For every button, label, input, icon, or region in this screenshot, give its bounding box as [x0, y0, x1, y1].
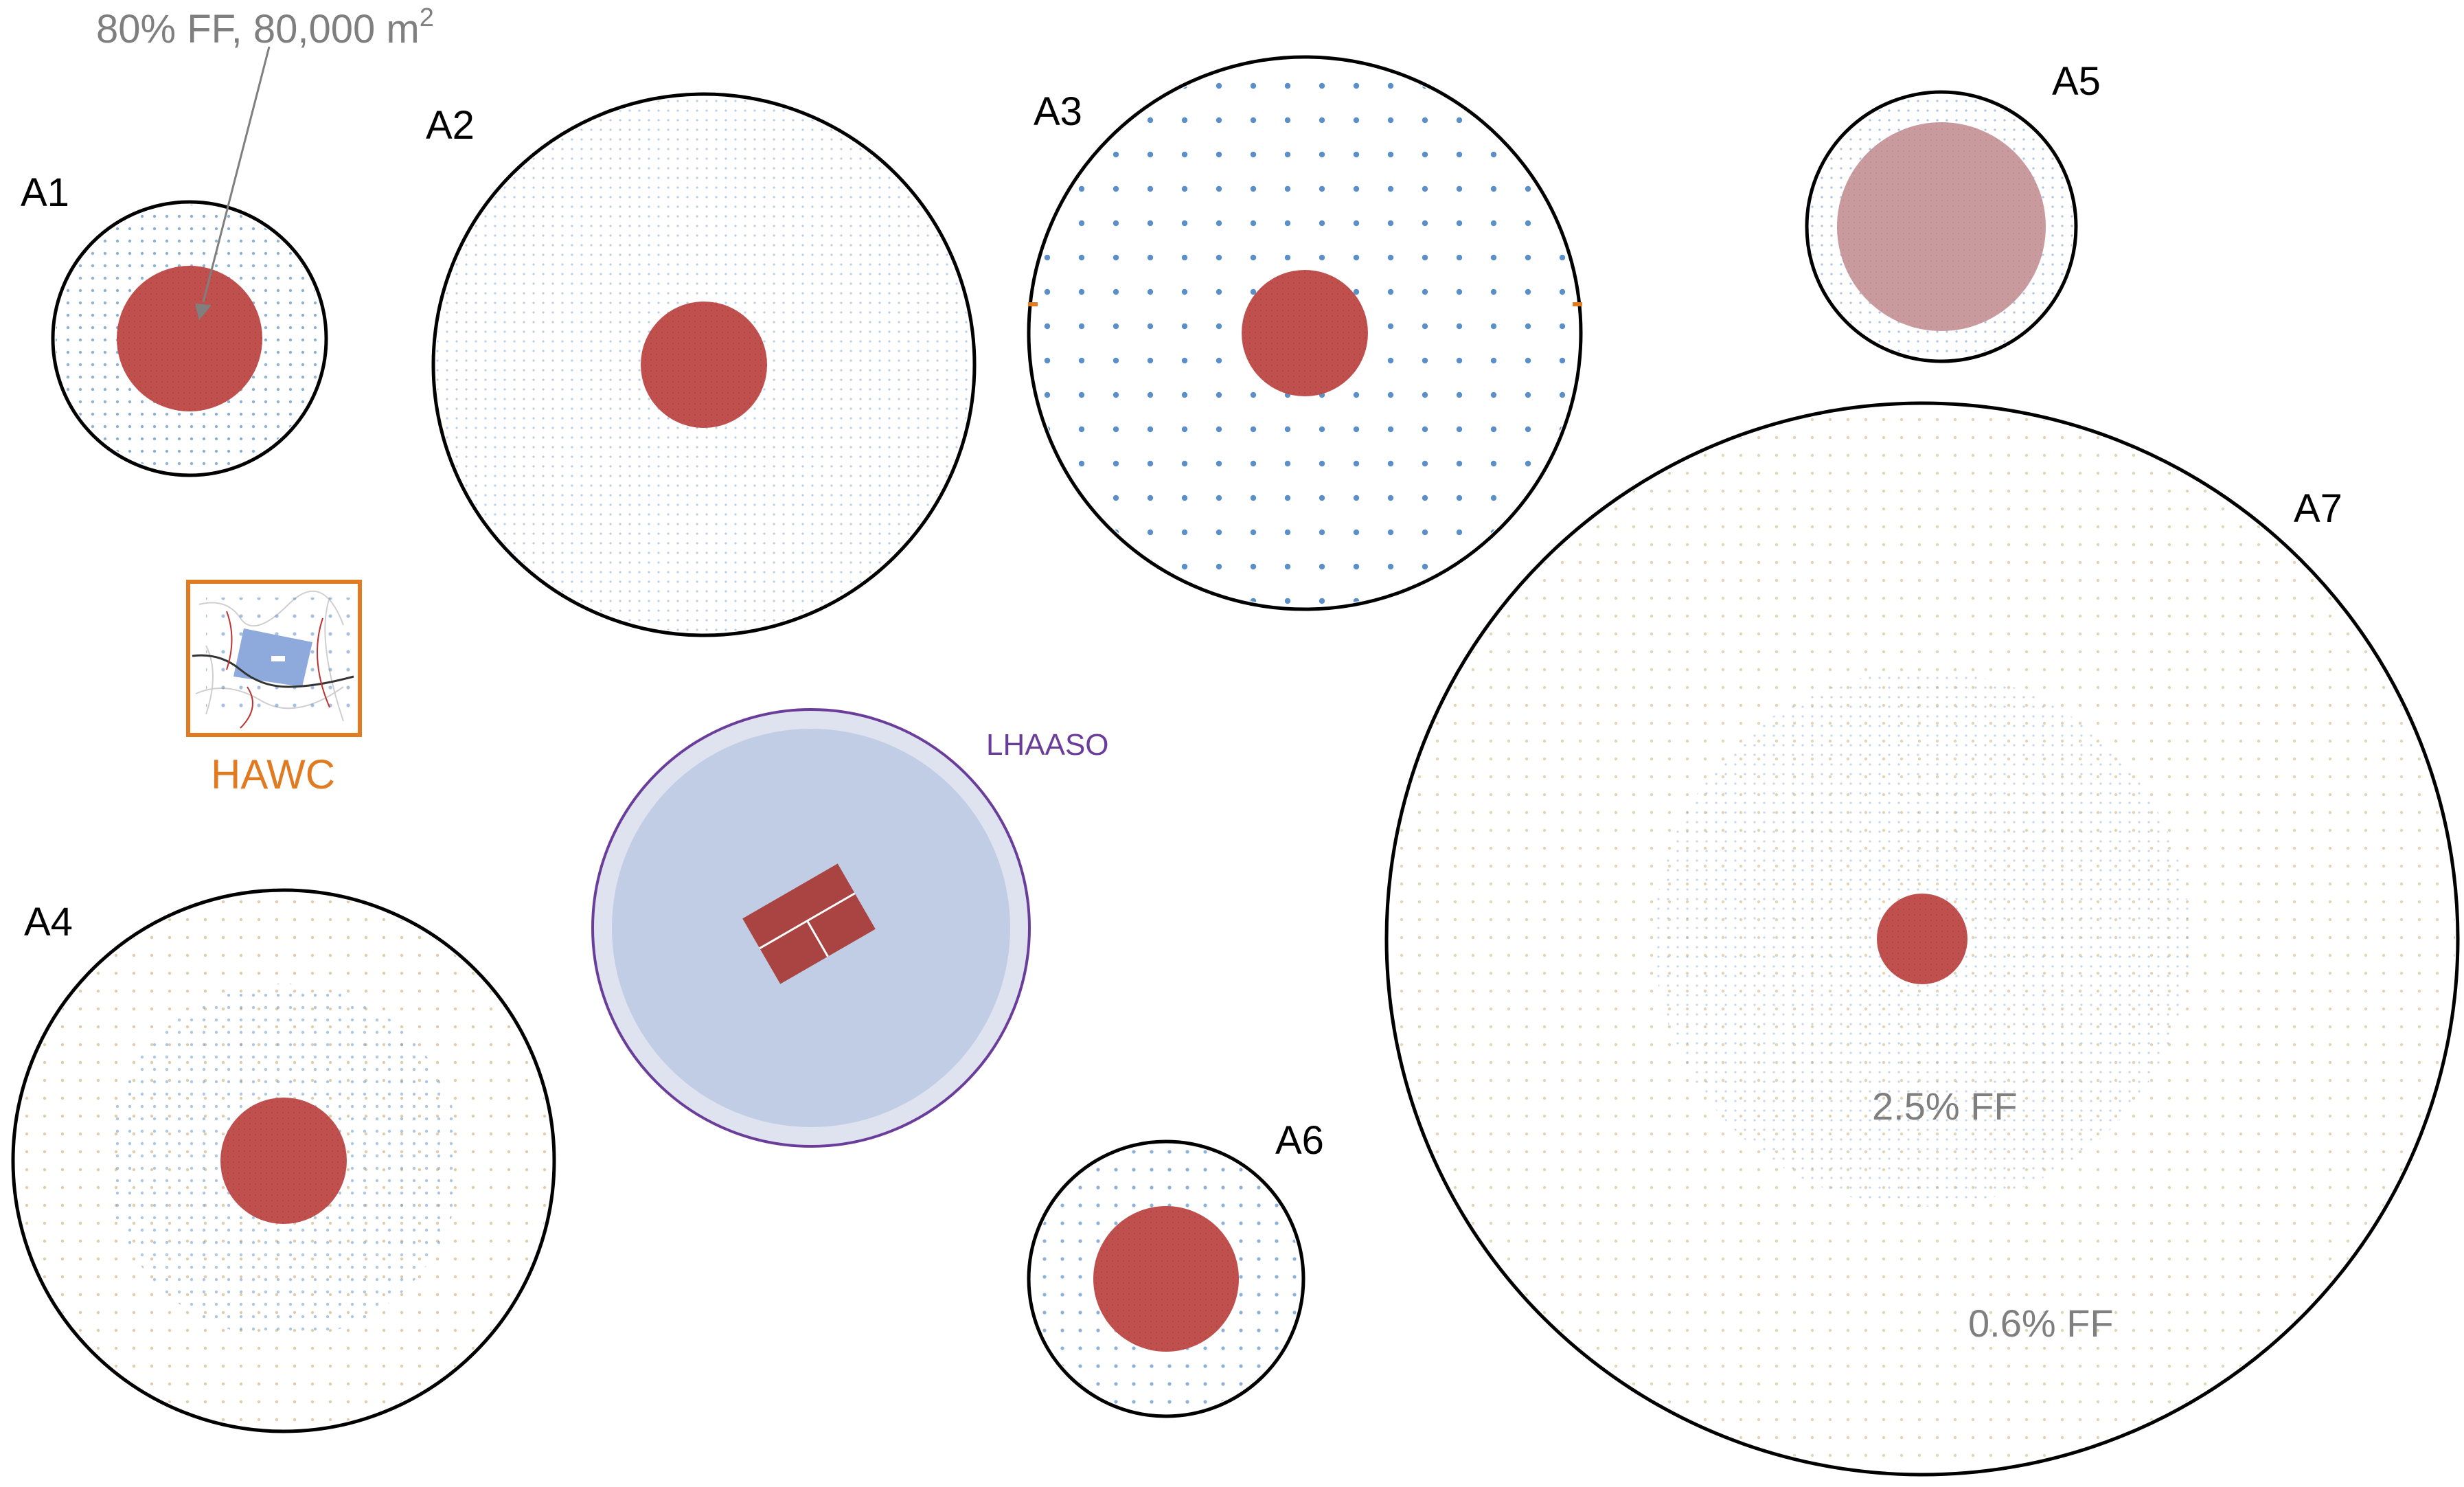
a3-marker-left [1028, 302, 1038, 306]
hawc-map [192, 590, 354, 729]
a2-outline [431, 92, 977, 637]
a7-label: A7 [2294, 486, 2342, 531]
core-annotation: 80% FF, 80,000 m2 [96, 3, 434, 320]
annotation-text: 80% FF, 80,000 m2 [96, 3, 434, 52]
a5-label: A5 [2052, 59, 2101, 104]
a7-core [1877, 894, 1967, 984]
annotation-text-main: 80% FF, 80,000 m [96, 7, 420, 52]
layout-a4: A4 [11, 888, 556, 1433]
layout-a2: A2 [426, 92, 977, 637]
a6-label: A6 [1275, 1118, 1324, 1163]
a5-core [1837, 122, 2046, 331]
a7-outer-zone-label: 0.6% FF [1968, 1302, 2114, 1345]
layout-a3: A3 [1027, 55, 1583, 611]
a3-label: A3 [1034, 89, 1082, 134]
a3-marker-right [1573, 302, 1582, 306]
layout-a5: A5 [1805, 59, 2101, 363]
a3-core [1242, 270, 1368, 396]
a2-core [641, 302, 767, 428]
layout-a7: 2.5% FF 0.6% FF A7 [1384, 401, 2460, 1477]
a2-label: A2 [426, 103, 475, 148]
annotation-text-superscript: 2 [420, 3, 434, 32]
hawc-reference: HAWC [186, 580, 362, 797]
a6-core [1093, 1206, 1239, 1352]
a1-label: A1 [21, 170, 69, 215]
hawc-label: HAWC [211, 751, 335, 797]
a6-outline [1027, 1139, 1305, 1418]
lhaaso-water-array [742, 863, 876, 984]
a1-outline [51, 200, 328, 477]
a7-outline [1384, 401, 2460, 1477]
lhaaso-label: LHAASO [986, 728, 1109, 762]
a4-core [220, 1098, 347, 1224]
a4-label: A4 [24, 900, 73, 944]
layout-a1: A1 [21, 170, 328, 477]
lhaaso-reference: LHAASO [591, 708, 1109, 1148]
a7-inner-zone-label: 2.5% FF [1872, 1085, 2018, 1128]
annotation-leader-line [202, 46, 271, 303]
annotation-arrowhead [195, 304, 212, 320]
layout-a6: A6 [1027, 1118, 1324, 1418]
a1-core [117, 266, 262, 411]
a4-outline [11, 888, 556, 1433]
a5-outline [1805, 90, 2078, 363]
a3-outline [1027, 55, 1583, 611]
